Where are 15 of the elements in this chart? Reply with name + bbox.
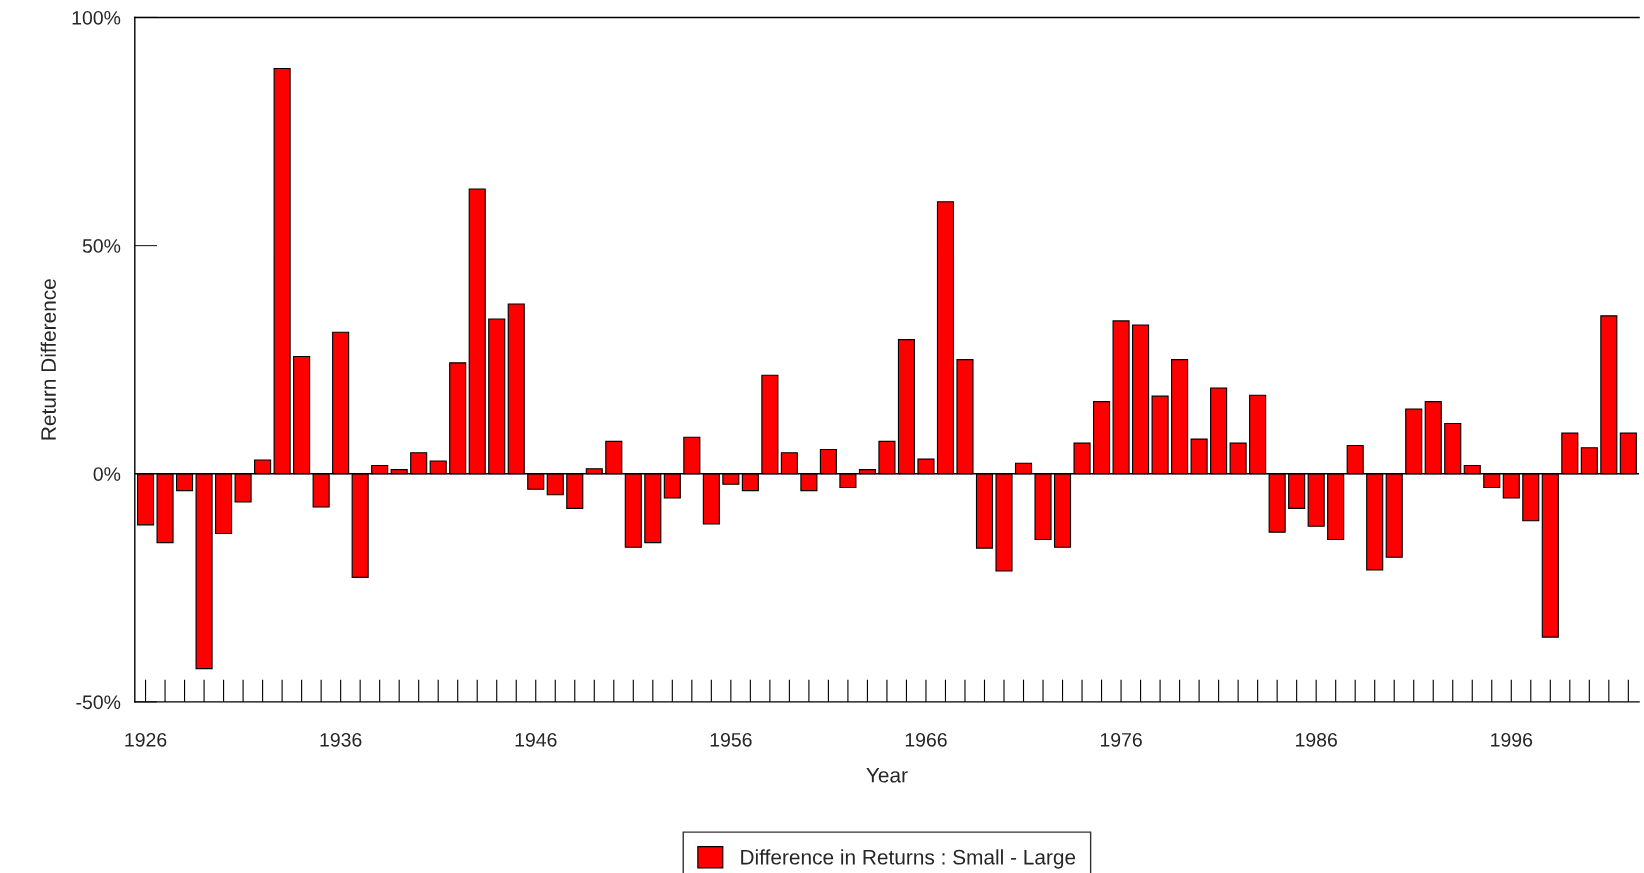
y-tick-label: -50% xyxy=(76,695,121,710)
x-axis-title: Year xyxy=(866,768,908,783)
x-tick-label: 1986 xyxy=(1296,732,1337,747)
x-tick-label: 1936 xyxy=(320,732,362,747)
x-tick-label: 1926 xyxy=(125,732,167,747)
x-tick-label: 1966 xyxy=(905,732,947,747)
x-tick-label: 1946 xyxy=(515,732,557,747)
x-tick-label: 1956 xyxy=(710,732,752,747)
legend-label: Difference in Returns : Small - Large xyxy=(741,849,1076,869)
y-axis-title: Return Difference xyxy=(40,279,56,440)
y-tick-label: 100% xyxy=(72,10,121,25)
x-tick-label: 1976 xyxy=(1100,732,1142,747)
x-tick-label: 1996 xyxy=(1491,732,1533,747)
y-tick-label: 50% xyxy=(82,239,121,253)
y-tick-label: 0% xyxy=(93,467,121,481)
